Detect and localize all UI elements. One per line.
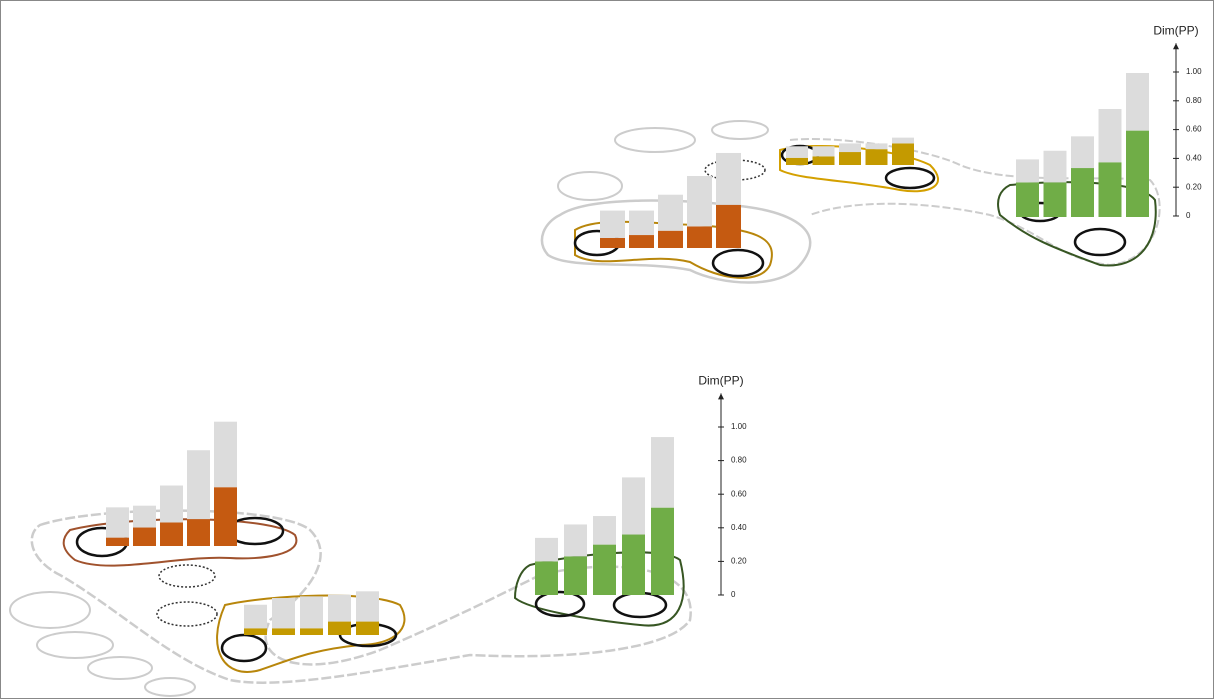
bar-segment [1126,73,1149,131]
bar-segment [564,524,587,557]
bar-segment [716,152,741,205]
bar-segment [272,598,295,629]
axis-arrow [718,393,724,400]
bar-segment [244,604,267,629]
bar-segment [328,594,351,622]
bar-segment [687,176,712,227]
bar-segment [133,505,156,528]
y-tick-label: 0 [1186,211,1191,220]
bar-segment [839,143,861,153]
bar-segment [535,561,558,595]
bar-segment [812,146,835,157]
bar-segment [187,519,210,546]
bar-segment [658,230,683,248]
bar-segment [622,534,645,595]
bar-segment [892,143,914,165]
y-tick-label: 0.80 [731,456,747,465]
bar-segment [564,556,587,595]
y-tick-label: 0.20 [731,557,747,566]
bar-segment [786,157,808,165]
bar-segment [300,596,323,629]
bar-segment [272,628,295,635]
bar-segment [535,537,558,562]
bar-segment [1071,168,1094,217]
bar-segment [839,152,861,165]
bar-segment [600,237,625,248]
bar-segment [356,621,379,635]
bar-segment [687,226,712,248]
bar-segment [133,527,156,546]
bar-segment [300,628,323,635]
y-tick-label: 1.00 [1186,67,1202,76]
bar-segment [1098,109,1122,163]
bar-segment [865,149,888,165]
y-tick-label: 0.20 [1186,182,1202,191]
bar-segment [106,537,129,546]
bar-segment [160,522,183,546]
bar-segment [600,210,625,238]
y-tick-label: 0 [731,590,736,599]
bar-segment [593,544,616,595]
y-tick-label: 0.60 [731,489,747,498]
bar-segment [651,437,674,508]
bar-segment [1016,182,1039,217]
y-tick-label: 0.40 [731,523,747,532]
axis-title: Dim(PP) [1153,23,1198,37]
bar-segment [328,621,351,635]
bar-segment [356,591,379,622]
axis-title: Dim(PP) [698,374,743,388]
bar-segment [1071,136,1094,169]
bar-segment [1043,150,1067,183]
bar-segment [812,156,835,165]
bar-segment [214,487,237,546]
bar-segment [658,194,683,231]
bar-segment [716,204,741,248]
y-tick-label: 0.40 [1186,154,1202,163]
bar-segment [786,146,808,158]
y-tick-label: 0.80 [1186,96,1202,105]
bar-segment [106,507,129,538]
bar-segment [160,485,183,523]
bar-segment [629,235,654,248]
bar-segment [622,477,645,535]
bar-segment [865,143,888,150]
bar-segment [214,421,237,488]
bar-segment [1098,162,1122,217]
bar-segment [892,137,914,144]
bar-segment [1126,130,1149,217]
bar-segment [651,507,674,595]
bar-segment [187,450,210,520]
bar-segment [629,210,654,236]
bar-segment [593,516,616,545]
bar-segment [1016,159,1039,183]
y-tick-label: 0.60 [1186,125,1202,134]
bar-segment [244,628,267,635]
bar-segment [1043,182,1067,217]
axis-arrow [1173,43,1179,50]
y-tick-label: 1.00 [731,422,747,431]
